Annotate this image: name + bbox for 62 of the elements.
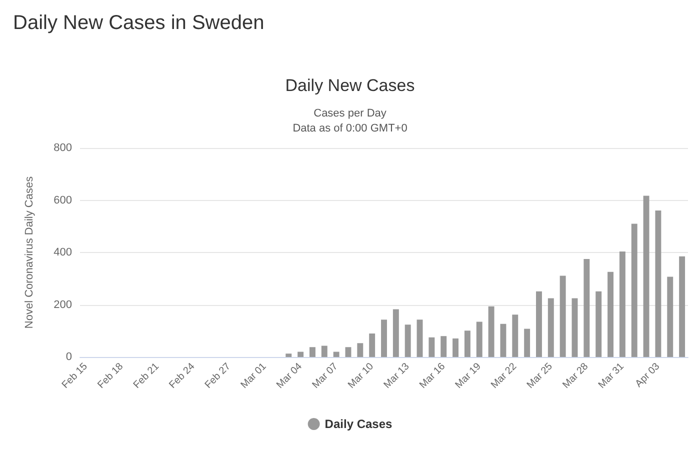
x-tick-label: Feb 24 [167, 360, 198, 391]
bar [381, 320, 387, 357]
bar [392, 309, 399, 357]
bar [416, 320, 423, 357]
bar [357, 343, 364, 357]
x-tick-label: Mar 16 [418, 360, 448, 391]
x-tick-label: Mar 19 [454, 360, 484, 391]
y-tick-label: 400 [54, 246, 72, 258]
bar [631, 224, 638, 357]
bar [321, 346, 328, 357]
bar [476, 322, 482, 357]
x-tick-label: Apr 03 [634, 360, 662, 390]
bar [524, 328, 530, 357]
bar [369, 333, 376, 357]
bar [464, 330, 470, 357]
x-tick-label: Mar 28 [560, 360, 591, 391]
x-tick-label: Feb 18 [96, 360, 126, 391]
y-tick-label: 600 [54, 194, 72, 206]
bar [452, 338, 459, 357]
x-tick-label: Feb 21 [132, 360, 162, 391]
legend-label: Daily Cases [324, 417, 393, 431]
bar [560, 276, 566, 357]
bar [536, 291, 542, 357]
bar [643, 196, 650, 357]
x-tick-label: Mar 10 [346, 360, 376, 391]
x-tick-label: Mar 07 [310, 360, 341, 391]
bar [333, 352, 340, 357]
x-tick-label: Feb 15 [60, 360, 90, 391]
bar [488, 306, 494, 357]
bar [667, 276, 674, 357]
x-tick-label: Mar 13 [382, 360, 412, 391]
y-tick-label: 0 [66, 351, 72, 363]
y-tick-label: 800 [54, 142, 72, 154]
bar [428, 337, 435, 357]
bar [608, 272, 614, 357]
x-tick-label: Mar 25 [525, 360, 556, 391]
x-tick-label: Mar 22 [489, 360, 520, 391]
bar [584, 259, 590, 357]
bar [596, 291, 602, 357]
x-tick-label: Mar 01 [238, 360, 269, 391]
bar [679, 256, 686, 357]
bar [345, 347, 352, 357]
text: Data as of 0:00 GMT+0 [292, 122, 408, 134]
bar [309, 347, 316, 357]
bar [619, 251, 626, 357]
bar [440, 336, 447, 357]
chart-subtitle: Daily New Cases [285, 76, 415, 95]
x-tick-label: Mar 04 [274, 360, 305, 391]
text: Cases per Day [314, 108, 387, 120]
bar [500, 324, 506, 357]
bar [404, 324, 411, 357]
x-tick-label: Mar 31 [596, 360, 627, 391]
bar [512, 314, 518, 357]
chart-title: Daily New Cases in Sweden [13, 12, 264, 34]
bar [286, 354, 292, 357]
bar [548, 298, 554, 357]
bar [572, 298, 578, 357]
bar [298, 352, 304, 357]
y-axis-title: Novel Coronavirus Daily Cases [24, 176, 36, 329]
y-tick-label: 200 [54, 298, 72, 311]
bar [655, 210, 662, 357]
x-tick-label: Feb 27 [203, 360, 234, 391]
